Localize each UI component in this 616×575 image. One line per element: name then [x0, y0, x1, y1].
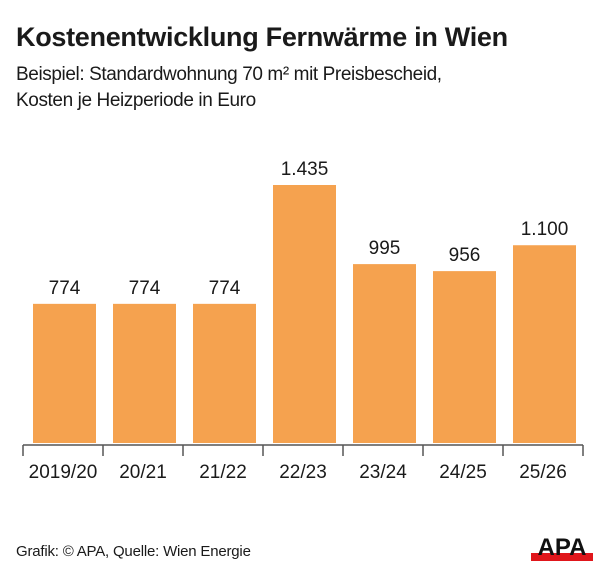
chart-subtitle-line2: Kosten je Heizperiode in Euro: [16, 90, 256, 111]
bar: [353, 264, 416, 443]
bar: [273, 185, 336, 443]
x-tick-label: 20/21: [119, 462, 167, 483]
x-tick-label: 23/24: [359, 462, 407, 483]
value-label: 956: [449, 245, 481, 266]
bar: [193, 303, 256, 443]
apa-logo-icon: APA: [531, 534, 593, 561]
value-label: 995: [369, 238, 401, 259]
value-label: 1.100: [521, 219, 569, 240]
bar: [513, 245, 576, 443]
svg-text:APA: APA: [538, 534, 587, 561]
x-tick-label: 24/25: [439, 462, 487, 483]
x-tick-label: 25/26: [519, 462, 567, 483]
bar: [433, 271, 496, 443]
bar: [33, 303, 96, 443]
value-label: 774: [209, 278, 241, 299]
x-tick-label: 21/22: [199, 462, 247, 483]
value-label: 1.435: [281, 159, 329, 180]
chart-title: Kostenentwicklung Fernwärme in Wien: [16, 22, 508, 52]
x-tick-label: 22/23: [279, 462, 327, 483]
bar: [113, 303, 176, 443]
value-label: 774: [129, 278, 161, 299]
chart-subtitle-line1: Beispiel: Standardwohnung 70 m² mit Prei…: [16, 64, 442, 85]
value-label: 774: [49, 278, 81, 299]
source-note: Grafik: © APA, Quelle: Wien Energie: [16, 543, 251, 560]
x-tick-label: 2019/20: [29, 462, 98, 483]
